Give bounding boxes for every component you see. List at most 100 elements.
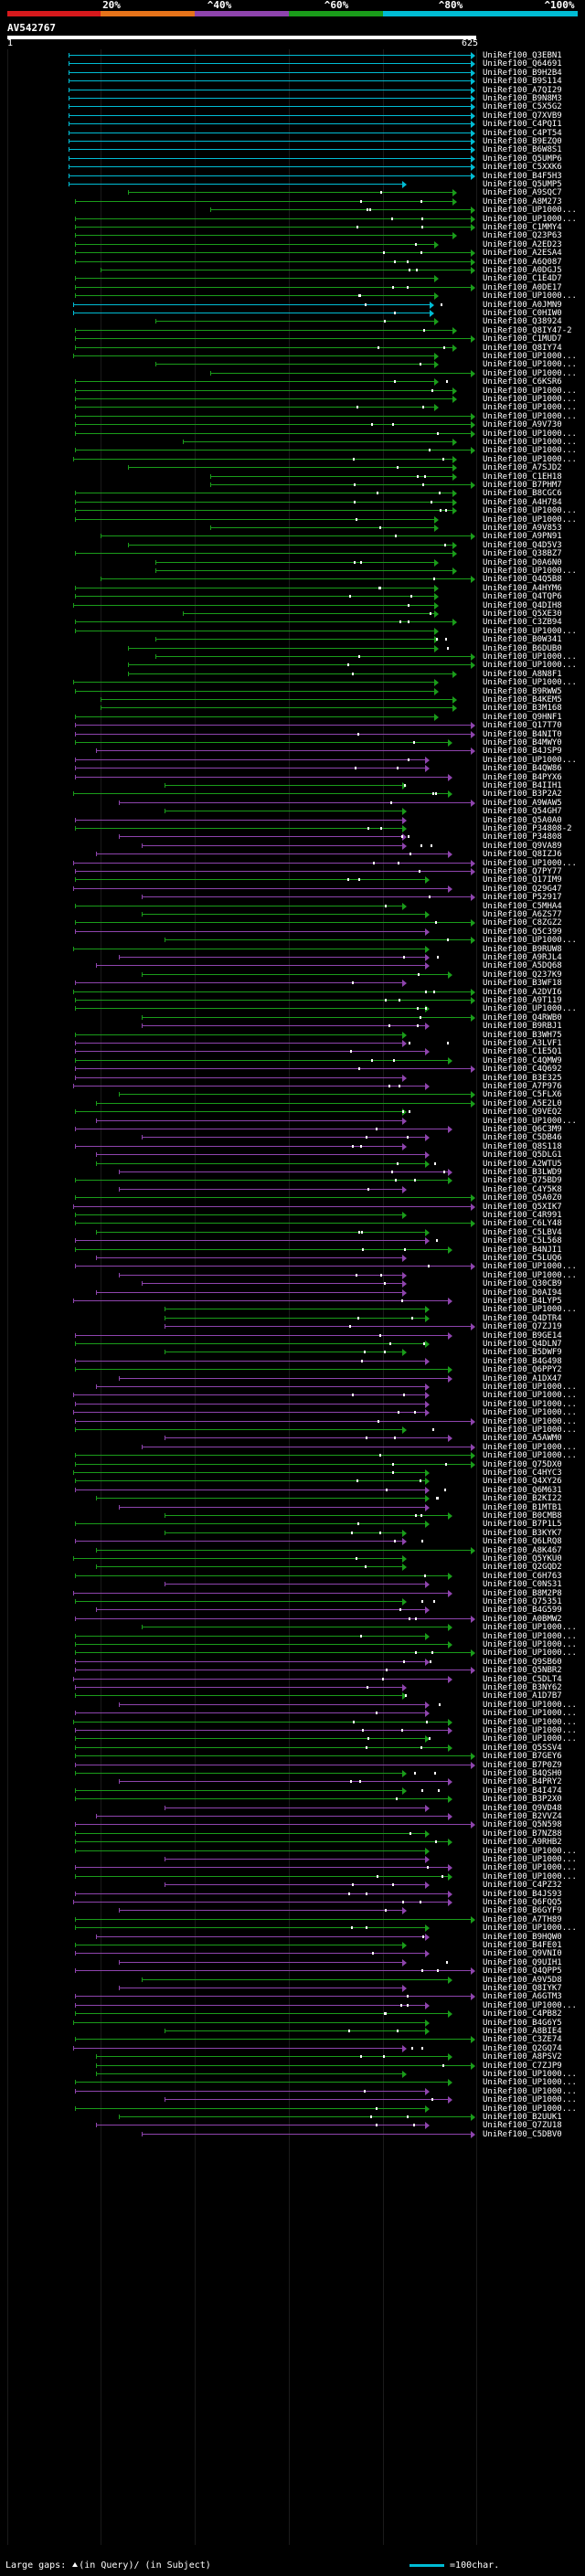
hit-row[interactable]: UniRef100_UP1000... [0, 1392, 585, 1400]
hit-row[interactable]: UniRef100_B6DUB0 [0, 644, 585, 653]
hit-label[interactable]: UniRef100_Q9VNI0 [483, 1949, 562, 1959]
hit-label[interactable]: UniRef100_UP1000... [483, 1700, 577, 1710]
hit-label[interactable]: UniRef100_C6LY48 [483, 1219, 562, 1229]
hit-label[interactable]: UniRef100_C1MUD7 [483, 334, 562, 345]
hit-label[interactable]: UniRef100_Q5XIK7 [483, 1202, 562, 1212]
hit-row[interactable]: UniRef100_C5DLT4 [0, 1675, 585, 1684]
hit-row[interactable]: UniRef100_A0DE17 [0, 282, 585, 292]
hit-row[interactable]: UniRef100_C1E5Q1 [0, 1048, 585, 1056]
hit-label[interactable]: UniRef100_Q4DTR4 [483, 1313, 562, 1323]
hit-label[interactable]: UniRef100_Q64691 [483, 59, 562, 69]
hit-label[interactable]: UniRef100_A5E2L0 [483, 1098, 562, 1108]
hit-row[interactable]: UniRef100_A6ZS77 [0, 911, 585, 919]
hit-label[interactable]: UniRef100_C5FLX6 [483, 1090, 562, 1100]
hit-label[interactable]: UniRef100_UP1000... [483, 1442, 577, 1452]
hit-row[interactable]: UniRef100_Q9VA89 [0, 842, 585, 851]
hit-row[interactable]: UniRef100_UP1000... [0, 1864, 585, 1872]
hit-label[interactable]: UniRef100_UP1000... [483, 1717, 577, 1727]
hit-row[interactable]: UniRef100_UP1000... [0, 515, 585, 525]
hit-label[interactable]: UniRef100_Q8IY47-2 [483, 325, 572, 335]
hit-row[interactable]: UniRef100_B7PHM7 [0, 482, 585, 490]
hit-label[interactable]: UniRef100_Q4DIH8 [483, 600, 562, 610]
hit-label[interactable]: UniRef100_Q4QPP5 [483, 1966, 562, 1977]
hit-label[interactable]: UniRef100_A3LVF1 [483, 1039, 562, 1048]
hit-row[interactable]: UniRef100_B4JS93 [0, 1890, 585, 1899]
hit-label[interactable]: UniRef100_B4F5H3 [483, 171, 562, 181]
hit-row[interactable]: UniRef100_B8CGC6 [0, 490, 585, 498]
hit-row[interactable]: UniRef100_UP1000... [0, 1442, 585, 1452]
hit-row[interactable]: UniRef100_A4H784 [0, 498, 585, 507]
hit-row[interactable]: UniRef100_UP1000... [0, 2079, 585, 2087]
hit-row[interactable]: UniRef100_Q54GH7 [0, 808, 585, 816]
hit-row[interactable]: UniRef100_C6KSR6 [0, 378, 585, 387]
hit-row[interactable]: UniRef100_UP1000... [0, 2001, 585, 2010]
hit-row[interactable]: UniRef100_B7GEY6 [0, 1753, 585, 1761]
hit-row[interactable]: UniRef100_Q7PY77 [0, 868, 585, 876]
hit-label[interactable]: UniRef100_UP1000... [483, 1426, 577, 1435]
hit-row[interactable]: UniRef100_UP1000... [0, 387, 585, 396]
hit-row[interactable]: UniRef100_B3WF18 [0, 980, 585, 988]
hit-label[interactable]: UniRef100_Q29G47 [483, 884, 562, 894]
hit-row[interactable]: UniRef100_A6Q087 [0, 258, 585, 267]
hit-row[interactable]: UniRef100_C4PQI1 [0, 121, 585, 129]
hit-label[interactable]: UniRef100_A0DE17 [483, 282, 562, 292]
hit-label[interactable]: UniRef100_B4LYP5 [483, 1297, 562, 1306]
hit-label[interactable]: UniRef100_A1D7B7 [483, 1691, 562, 1701]
hit-row[interactable]: UniRef100_Q237K9 [0, 970, 585, 980]
hit-label[interactable]: UniRef100_B0CMB8 [483, 1511, 562, 1521]
hit-row[interactable]: UniRef100_Q9VEQ2 [0, 1108, 585, 1117]
hit-label[interactable]: UniRef100_Q5DLG1 [483, 1150, 562, 1161]
hit-row[interactable]: UniRef100_C1E4D7 [0, 275, 585, 283]
hit-row[interactable]: UniRef100_UP1000... [0, 207, 585, 215]
hit-row[interactable]: UniRef100_B0CMB8 [0, 1512, 585, 1521]
hit-row[interactable]: UniRef100_A9T119 [0, 997, 585, 1005]
hit-label[interactable]: UniRef100_B4G599 [483, 1606, 562, 1616]
hit-label[interactable]: UniRef100_C5L568 [483, 1236, 562, 1246]
hit-label[interactable]: UniRef100_UP1000... [483, 411, 577, 421]
hit-row[interactable]: UniRef100_Q8S118 [0, 1142, 585, 1151]
hit-row[interactable]: UniRef100_Q5UMP5 [0, 181, 585, 189]
hit-label[interactable]: UniRef100_UP1000... [483, 1640, 577, 1649]
hit-row[interactable]: UniRef100_UP1000... [0, 2087, 585, 2096]
hit-label[interactable]: UniRef100_B3P2X0 [483, 1795, 562, 1805]
hit-label[interactable]: UniRef100_C0NS31 [483, 1580, 562, 1590]
hit-label[interactable]: UniRef100_B4FE01 [483, 1941, 562, 1950]
hit-label[interactable]: UniRef100_Q4RWB0 [483, 1012, 562, 1023]
hit-row[interactable]: UniRef100_B9RWW5 [0, 687, 585, 696]
hit-row[interactable]: UniRef100_A9SQC7 [0, 189, 585, 197]
hit-label[interactable]: UniRef100_C4PT54 [483, 128, 562, 138]
hit-label[interactable]: UniRef100_Q5C399 [483, 927, 562, 937]
hit-row[interactable]: UniRef100_UP1000... [0, 1452, 585, 1460]
hit-label[interactable]: UniRef100_C5LBV4 [483, 1227, 562, 1237]
hit-row[interactable]: UniRef100_B2KI22 [0, 1495, 585, 1503]
hit-row[interactable]: UniRef100_UP1000... [0, 653, 585, 662]
hit-row[interactable]: UniRef100_C4HYC3 [0, 1469, 585, 1478]
hit-label[interactable]: UniRef100_UP1000... [483, 1305, 577, 1315]
hit-row[interactable]: UniRef100_Q5XIK7 [0, 1203, 585, 1212]
hit-label[interactable]: UniRef100_Q5A0A0 [483, 815, 562, 825]
hit-label[interactable]: UniRef100_A9PN91 [483, 532, 562, 542]
hit-label[interactable]: UniRef100_UP1000... [483, 206, 577, 216]
hit-row[interactable]: UniRef100_A8M273 [0, 197, 585, 207]
hit-label[interactable]: UniRef100_UP1000... [483, 446, 577, 456]
hit-row[interactable]: UniRef100_C7ZJP9 [0, 2062, 585, 2071]
hit-row[interactable]: UniRef100_B4I474 [0, 1786, 585, 1796]
hit-label[interactable]: UniRef100_B3WH75 [483, 1030, 562, 1040]
hit-row[interactable]: UniRef100_UP1000... [0, 404, 585, 412]
hit-label[interactable]: UniRef100_B4QW86 [483, 764, 562, 774]
hit-row[interactable]: UniRef100_B4PRY2 [0, 1778, 585, 1786]
hit-row[interactable]: UniRef100_Q5XE30 [0, 610, 585, 619]
hit-row[interactable]: UniRef100_UP1000... [0, 2096, 585, 2104]
hit-label[interactable]: UniRef100_A6GTM3 [483, 1992, 562, 2002]
hit-label[interactable]: UniRef100_Q7PY77 [483, 867, 562, 876]
hit-label[interactable]: UniRef100_UP1000... [483, 1726, 577, 1735]
hit-label[interactable]: UniRef100_B6GYF9 [483, 1906, 562, 1916]
hit-row[interactable]: UniRef100_Q30CB9 [0, 1280, 585, 1288]
hit-row[interactable]: UniRef100_Q6PPY2 [0, 1366, 585, 1374]
hit-row[interactable]: UniRef100_C5LBV4 [0, 1227, 585, 1237]
hit-label[interactable]: UniRef100_Q6PPY2 [483, 1365, 562, 1375]
hit-row[interactable]: UniRef100_UP1000... [0, 396, 585, 404]
hit-label[interactable]: UniRef100_UP1000... [483, 1734, 577, 1744]
hit-row[interactable]: UniRef100_Q7ZU18 [0, 2122, 585, 2130]
hit-row[interactable]: UniRef100_B3WH75 [0, 1030, 585, 1040]
